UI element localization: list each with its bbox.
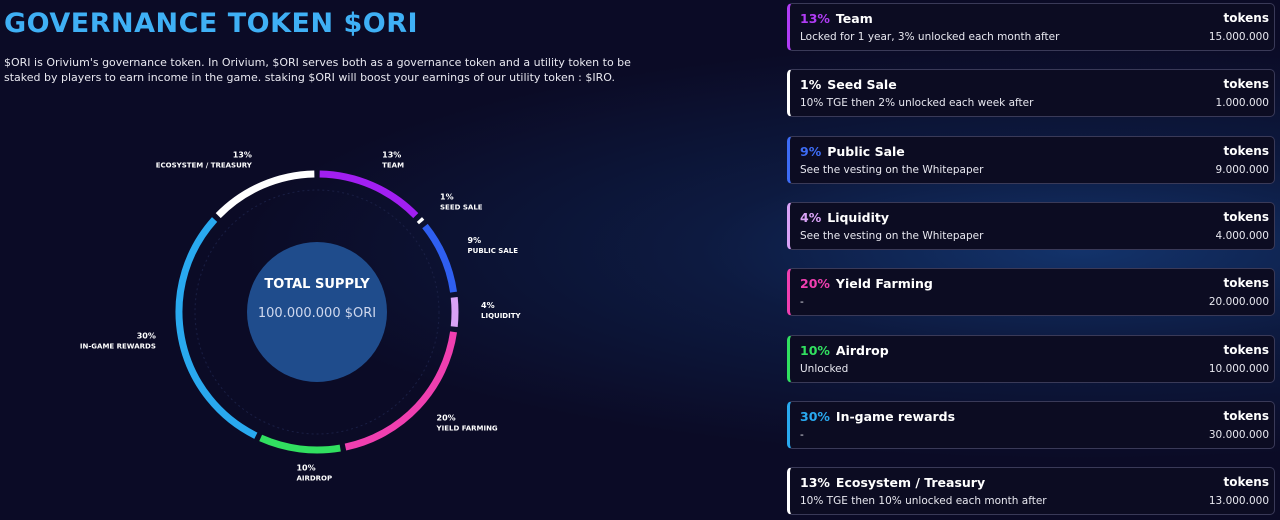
card-percent: 4%	[800, 209, 822, 225]
segment-percent: 30%	[137, 332, 156, 341]
donut-chart: TOTAL SUPPLY 100.000.000 $ORI 13% TEAM 1% S…	[80, 150, 522, 483]
center-value: 100.000.000 $ORI	[258, 306, 376, 321]
donut-segment	[259, 434, 341, 454]
segment-percent: 20%	[437, 413, 456, 422]
card-amount: 1.000.000	[1215, 97, 1269, 110]
segment-name: SEED SALE	[440, 204, 483, 212]
card-percent: 10%	[800, 342, 830, 358]
card-unit: tokens	[1223, 475, 1269, 490]
segment-name: PUBLIC SALE	[468, 247, 519, 255]
center-title: TOTAL SUPPLY	[264, 277, 370, 292]
allocation-card: 30% In-game rewards tokens - 30.000.000	[787, 400, 1275, 449]
card-amount: 4.000.000	[1215, 229, 1269, 242]
segment-percent: 1%	[440, 193, 454, 202]
card-amount: 13.000.000	[1208, 495, 1269, 508]
segment-percent: 10%	[296, 464, 315, 473]
donut-segment	[319, 170, 419, 219]
segment-percent: 13%	[233, 150, 252, 159]
card-unit: tokens	[1223, 342, 1269, 357]
segment-name: YIELD FARMING	[436, 424, 498, 432]
description: $ORI is Orivium's governance token. In O…	[4, 56, 631, 84]
card-name: Team	[835, 11, 873, 26]
card-description: Locked for 1 year, 3% unlocked each mont…	[800, 31, 1060, 43]
card-amount: 9.000.000	[1215, 163, 1269, 176]
card-name: Ecosystem / Treasury	[835, 475, 986, 491]
card-description: Unlocked	[800, 362, 849, 375]
allocation-card: 13% Team tokens Locked for 1 year, 3% unloc…	[787, 3, 1275, 51]
segment-name: AIRDROP	[296, 475, 332, 483]
donut-segment	[422, 223, 458, 293]
allocation-card: 13% Ecosystem / Treasury tokens 10% TGE the…	[787, 467, 1275, 516]
card-name: Seed Sale	[827, 77, 897, 93]
inner-ring	[194, 189, 440, 435]
card-unit: tokens	[1223, 143, 1269, 158]
segment-percent: 4%	[481, 301, 495, 310]
allocation-card: 1% Seed Sale tokens 10% TGE then 2% unlocke…	[787, 69, 1275, 118]
card-unit: tokens	[1223, 408, 1269, 423]
card-description: 10% TGE then 10% unlocked each month aft…	[800, 495, 1047, 508]
card-name: Yield Farming	[835, 276, 933, 292]
card-amount: 10.000.000	[1208, 362, 1269, 375]
card-amount: 15.000.000	[1208, 31, 1269, 43]
card-description: -	[800, 296, 804, 309]
card-unit: tokens	[1223, 11, 1269, 25]
allocation-card: 9% Public Sale tokens See the vesting on th…	[787, 135, 1275, 184]
card-percent: 30%	[800, 408, 830, 424]
donut-segment	[450, 296, 459, 328]
card-percent: 20%	[800, 276, 830, 292]
card-unit: tokens	[1223, 276, 1269, 291]
card-name: Liquidity	[827, 209, 889, 225]
card-description: See the vesting on the Whitepaper	[800, 163, 984, 176]
segment-name: LIQUIDITY	[481, 312, 521, 320]
card-amount: 20.000.000	[1208, 296, 1269, 309]
card-percent: 13%	[800, 11, 830, 26]
card-description: 10% TGE then 2% unlocked each week after	[800, 97, 1034, 110]
card-unit: tokens	[1223, 77, 1269, 92]
card-name: Airdrop	[835, 342, 889, 358]
allocation-card: 10% Airdrop tokens Unlocked 10.000.000	[787, 334, 1275, 383]
card-percent: 1%	[800, 77, 822, 93]
card-unit: tokens	[1223, 209, 1269, 224]
segment-name: ECOSYSTEM / TREASURY	[156, 161, 253, 169]
segment-percent: 9%	[468, 236, 482, 245]
card-name: In-game rewards	[835, 408, 956, 424]
card-percent: 9%	[800, 143, 822, 159]
allocation-card: 20% Yield Farming tokens - 20.000.000	[787, 268, 1275, 317]
card-percent: 13%	[800, 475, 830, 491]
card-description: See the vesting on the Whitepaper	[800, 229, 984, 242]
segment-name: TEAM	[382, 161, 404, 169]
donut-segment	[175, 217, 258, 439]
page-title: GOVERNANCE TOKEN $ORI	[4, 8, 419, 39]
center-disc	[247, 242, 387, 382]
segment-name: IN-GAME REWARDS	[80, 343, 156, 351]
card-name: Public Sale	[827, 143, 905, 159]
allocation-card: 4% Liquidity tokens See the vesting on the …	[787, 201, 1275, 250]
card-description: -	[800, 428, 804, 441]
card-amount: 30.000.000	[1208, 428, 1269, 441]
segment-percent: 13%	[382, 150, 401, 159]
donut-segment	[344, 331, 458, 451]
donut-segment	[416, 217, 425, 225]
donut-segment	[215, 170, 315, 219]
